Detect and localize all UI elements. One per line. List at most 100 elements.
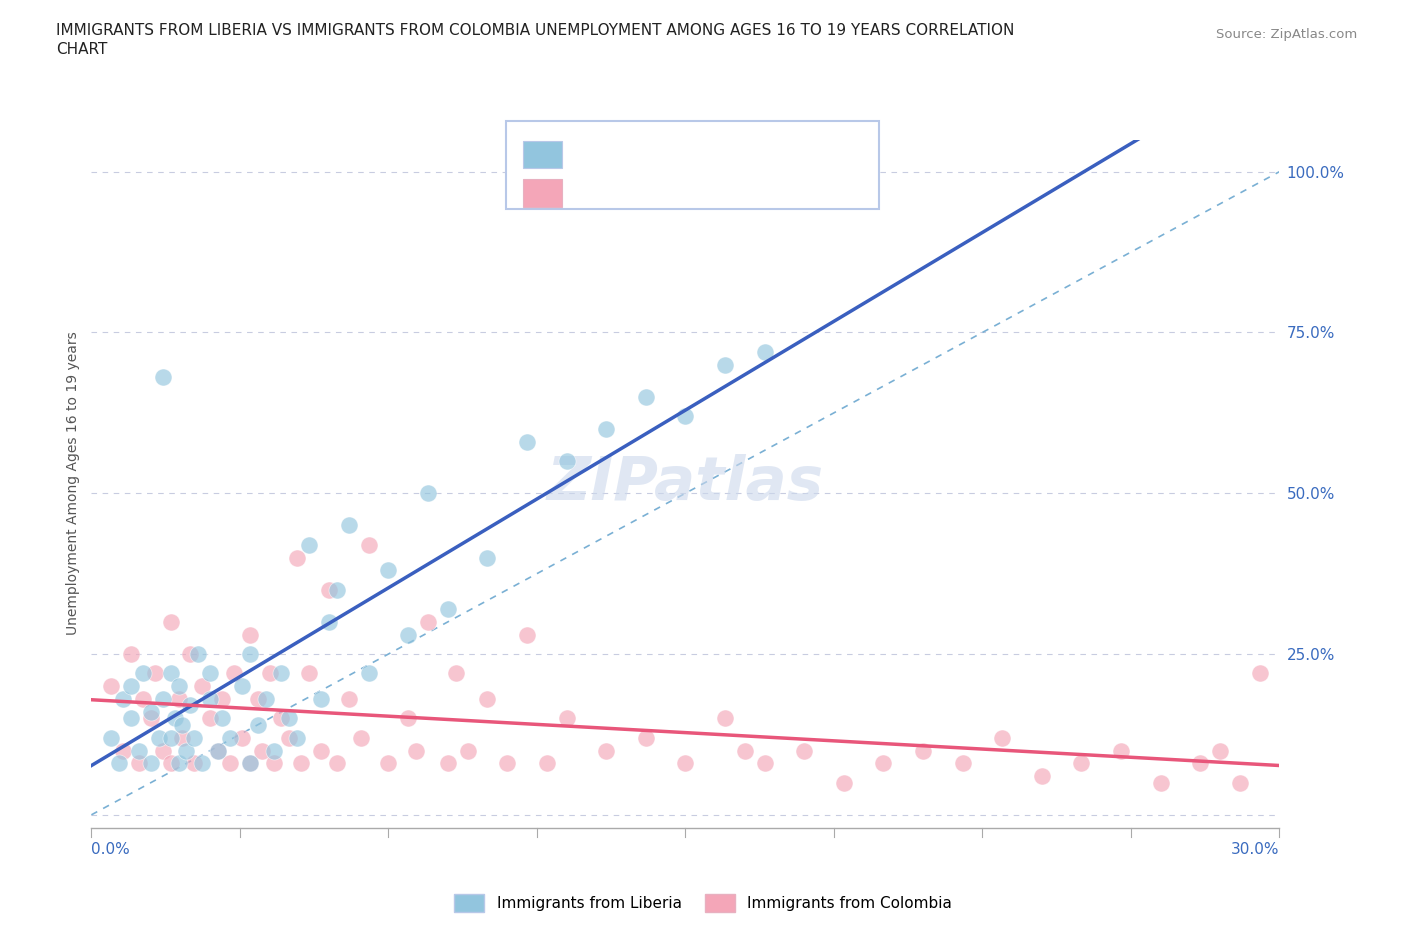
Point [326,582,349,597]
Point [239,756,262,771]
Point [318,582,340,597]
Point [477,692,499,707]
Point [207,743,229,758]
Point [231,730,253,745]
Point [207,743,229,758]
Point [187,646,209,661]
Point [337,518,360,533]
Point [159,730,181,745]
Point [159,756,181,771]
Point [1109,743,1132,758]
Point [200,666,222,681]
Point [132,666,155,681]
Point [444,666,467,681]
Point [350,730,373,745]
Point [673,408,696,423]
Point [416,615,439,630]
Point [1031,769,1053,784]
Point [377,563,399,578]
Point [120,679,142,694]
Point [270,711,292,725]
Point [309,743,332,758]
Point [148,730,170,745]
Point [1150,776,1173,790]
Point [278,711,301,725]
Point [152,692,174,707]
Point [176,743,198,758]
Point [872,756,894,771]
Point [555,711,578,725]
Text: R = 0.489   N = 55: R = 0.489 N = 55 [576,145,747,164]
Point [139,711,162,725]
Point [108,756,131,771]
Point [714,711,737,725]
Point [516,434,538,449]
Point [396,711,419,725]
Point [285,551,308,565]
Point [120,711,142,725]
Point [309,692,332,707]
Point [595,743,617,758]
Point [326,756,349,771]
Legend: Immigrants from Liberia, Immigrants from Colombia: Immigrants from Liberia, Immigrants from… [447,888,959,918]
Text: ZIPatlas: ZIPatlas [547,454,824,513]
Point [246,717,269,732]
Text: 0.0%: 0.0% [91,842,131,857]
Point [754,756,776,771]
Point [673,756,696,771]
Point [128,756,150,771]
Point [496,756,519,771]
Point [239,756,262,771]
Point [239,646,262,661]
Text: CHART: CHART [56,42,108,57]
Point [832,776,855,790]
Point [477,551,499,565]
Point [405,743,427,758]
Point [536,756,558,771]
Point [254,692,277,707]
Point [132,692,155,707]
Point [259,666,281,681]
Point [219,730,242,745]
Point [152,370,174,385]
Point [250,743,273,758]
Point [200,711,222,725]
Point [263,756,285,771]
Point [112,743,135,758]
Point [179,646,201,661]
Point [219,756,242,771]
Point [159,666,181,681]
Point [911,743,934,758]
Point [416,485,439,500]
Point [200,692,222,707]
Point [172,730,194,745]
Point [377,756,399,771]
Point [112,692,135,707]
Point [222,666,245,681]
Point [191,679,214,694]
Point [167,692,190,707]
Point [595,421,617,436]
Text: 30.0%: 30.0% [1232,842,1279,857]
Point [436,756,458,771]
Point [179,698,201,713]
Point [128,743,150,758]
Point [211,692,233,707]
Point [211,711,233,725]
Point [634,390,657,405]
Point [100,730,122,745]
Point [298,538,321,552]
Point [172,717,194,732]
Point [278,730,301,745]
Point [239,628,262,643]
Point [183,756,205,771]
Y-axis label: Unemployment Among Ages 16 to 19 years: Unemployment Among Ages 16 to 19 years [66,332,80,635]
Point [793,743,815,758]
Point [183,730,205,745]
Point [436,602,458,617]
Point [754,344,776,359]
Point [1229,776,1251,790]
Point [516,628,538,643]
Point [167,679,190,694]
Point [246,692,269,707]
